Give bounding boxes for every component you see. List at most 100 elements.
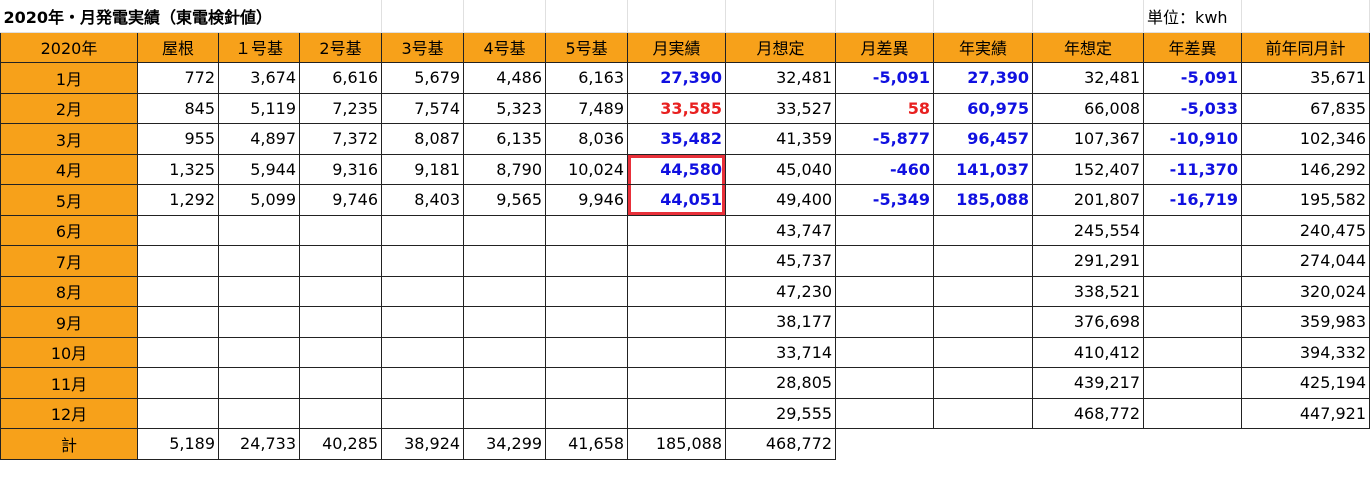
data-cell[interactable] [835, 397, 935, 429]
month-label[interactable]: 9月 [0, 306, 138, 338]
data-cell[interactable]: 9,946 [545, 184, 629, 216]
data-cell[interactable] [545, 336, 629, 368]
data-cell[interactable]: 45,040 [725, 153, 837, 185]
data-cell[interactable]: 394,332 [1241, 336, 1371, 368]
data-cell[interactable]: -5,033 [1143, 92, 1243, 124]
data-cell[interactable]: 5,099 [218, 184, 300, 216]
column-header[interactable]: 年想定 [1032, 31, 1145, 63]
empty-cell[interactable] [1032, 0, 1145, 33]
month-label[interactable]: 8月 [0, 275, 138, 307]
data-cell[interactable] [298, 275, 383, 307]
data-cell[interactable]: -10,910 [1143, 123, 1243, 155]
column-header[interactable]: 年差異 [1143, 31, 1243, 63]
data-cell[interactable]: 102,346 [1241, 123, 1371, 155]
data-cell[interactable]: 33,714 [725, 336, 837, 368]
data-cell[interactable] [137, 367, 219, 399]
data-cell[interactable] [1143, 306, 1243, 338]
data-cell[interactable] [463, 275, 547, 307]
data-cell[interactable] [298, 367, 383, 399]
data-cell[interactable] [1143, 397, 1243, 429]
data-cell[interactable]: 185,088 [933, 184, 1034, 216]
data-cell[interactable] [298, 336, 383, 368]
empty-cell[interactable] [463, 0, 547, 33]
data-cell[interactable] [463, 306, 547, 338]
data-cell[interactable] [835, 214, 935, 246]
data-cell[interactable] [218, 214, 300, 246]
data-cell[interactable]: 58 [835, 92, 935, 124]
data-cell[interactable] [137, 306, 219, 338]
data-cell[interactable] [933, 306, 1034, 338]
unit-label[interactable]: 単位：kwh [1143, 0, 1243, 33]
data-cell[interactable]: 67,835 [1241, 92, 1371, 124]
data-cell[interactable]: 955 [137, 123, 219, 155]
data-cell[interactable]: 425,194 [1241, 367, 1371, 399]
column-header[interactable]: 月実績 [627, 31, 727, 63]
total-cell[interactable]: 38,924 [381, 428, 465, 460]
data-cell[interactable]: 6,163 [545, 62, 629, 94]
data-cell[interactable] [933, 397, 1034, 429]
data-cell[interactable]: 5,323 [463, 92, 547, 124]
data-cell[interactable]: -16,719 [1143, 184, 1243, 216]
data-cell[interactable]: 439,217 [1032, 367, 1145, 399]
data-cell[interactable] [463, 336, 547, 368]
data-cell[interactable]: 35,482 [627, 123, 727, 155]
empty-cell[interactable] [381, 0, 465, 33]
data-cell[interactable]: 245,554 [1032, 214, 1145, 246]
data-cell[interactable]: 468,772 [1032, 397, 1145, 429]
month-label[interactable]: 3月 [0, 123, 138, 155]
data-cell[interactable] [381, 397, 465, 429]
data-cell[interactable]: 772 [137, 62, 219, 94]
data-cell[interactable] [933, 275, 1034, 307]
total-cell[interactable]: 40,285 [298, 428, 383, 460]
data-cell[interactable] [381, 336, 465, 368]
data-cell[interactable] [627, 245, 727, 277]
data-cell[interactable] [218, 336, 300, 368]
column-header[interactable]: 4号基 [463, 31, 547, 63]
data-cell[interactable]: 66,008 [1032, 92, 1145, 124]
data-cell[interactable]: -11,370 [1143, 153, 1243, 185]
data-cell[interactable] [545, 306, 629, 338]
empty-cell[interactable] [627, 0, 727, 33]
data-cell[interactable]: 28,805 [725, 367, 837, 399]
total-cell[interactable]: 24,733 [218, 428, 300, 460]
data-cell[interactable] [933, 245, 1034, 277]
data-cell[interactable]: 5,679 [381, 62, 465, 94]
data-cell[interactable] [1143, 275, 1243, 307]
data-cell[interactable]: 1,292 [137, 184, 219, 216]
data-cell[interactable]: 4,897 [218, 123, 300, 155]
data-cell[interactable]: 240,475 [1241, 214, 1371, 246]
data-cell[interactable] [545, 275, 629, 307]
column-header[interactable]: 5号基 [545, 31, 629, 63]
data-cell[interactable] [137, 336, 219, 368]
data-cell[interactable]: 32,481 [725, 62, 837, 94]
data-cell[interactable]: 274,044 [1241, 245, 1371, 277]
total-cell[interactable]: 5,189 [137, 428, 219, 460]
data-cell[interactable] [218, 306, 300, 338]
data-cell[interactable]: -5,349 [835, 184, 935, 216]
data-cell[interactable]: 33,585 [627, 92, 727, 124]
data-cell[interactable] [137, 214, 219, 246]
data-cell[interactable]: 9,565 [463, 184, 547, 216]
total-cell[interactable]: 468,772 [725, 428, 837, 460]
data-cell[interactable]: 33,527 [725, 92, 837, 124]
total-cell[interactable]: 185,088 [627, 428, 727, 460]
data-cell[interactable] [933, 367, 1034, 399]
data-cell[interactable]: 201,807 [1032, 184, 1145, 216]
data-cell[interactable]: 29,555 [725, 397, 837, 429]
data-cell[interactable] [933, 214, 1034, 246]
data-cell[interactable] [463, 245, 547, 277]
column-header[interactable]: 月差異 [835, 31, 935, 63]
month-label[interactable]: 12月 [0, 397, 138, 429]
data-cell[interactable]: 9,316 [298, 153, 383, 185]
column-header[interactable]: 月想定 [725, 31, 837, 63]
data-cell[interactable] [298, 245, 383, 277]
data-cell[interactable] [835, 306, 935, 338]
data-cell[interactable]: 338,521 [1032, 275, 1145, 307]
data-cell[interactable]: -5,091 [1143, 62, 1243, 94]
data-cell[interactable]: 146,292 [1241, 153, 1371, 185]
data-cell[interactable]: 7,574 [381, 92, 465, 124]
data-cell[interactable]: 9,746 [298, 184, 383, 216]
data-cell[interactable]: 8,036 [545, 123, 629, 155]
data-cell[interactable]: 8,403 [381, 184, 465, 216]
data-cell[interactable]: 35,671 [1241, 62, 1371, 94]
